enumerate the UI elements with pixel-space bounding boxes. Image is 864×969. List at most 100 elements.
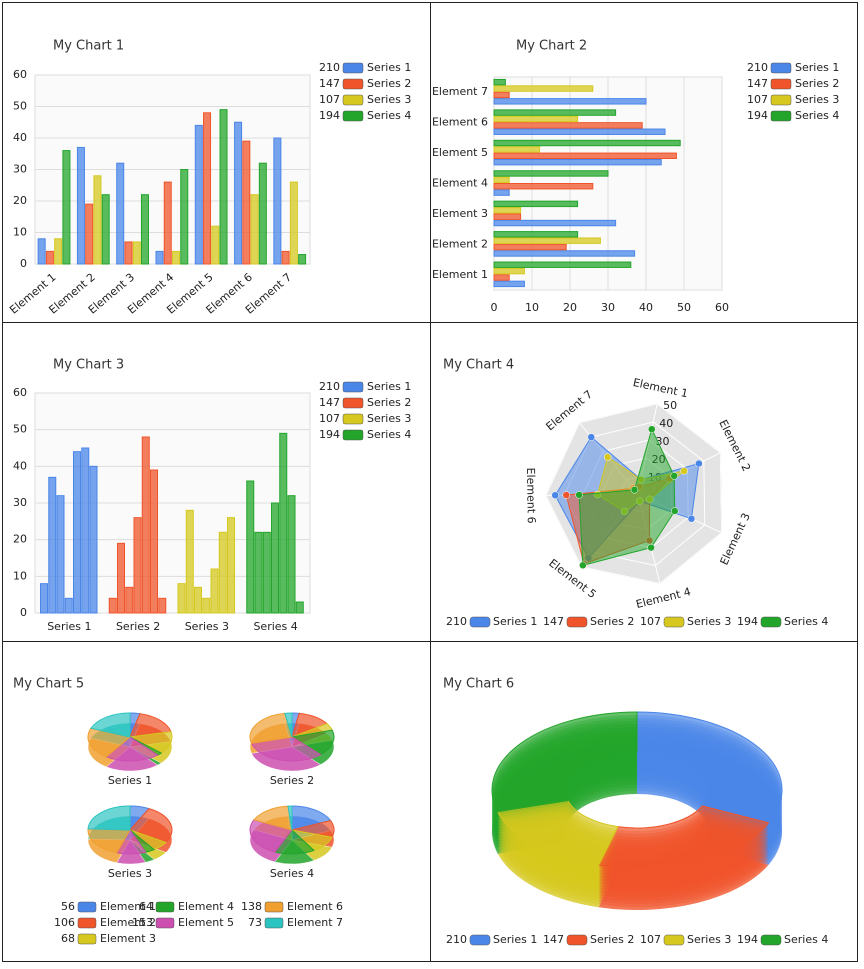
radar-area xyxy=(578,427,676,566)
legend-swatch xyxy=(264,917,284,929)
legend-swatch xyxy=(760,934,782,946)
legend-value: 107 xyxy=(747,93,768,106)
y-tick-label: 40 xyxy=(13,131,27,144)
bar xyxy=(493,128,666,135)
y-tick-label: Element 4 xyxy=(432,177,488,190)
bar xyxy=(493,115,579,123)
bar xyxy=(493,91,510,99)
bar xyxy=(124,241,133,265)
legend-swatch xyxy=(770,94,792,106)
y-tick-label: 60 xyxy=(13,68,27,81)
y-tick-label: 20 xyxy=(13,533,27,546)
pie-slice xyxy=(249,819,293,853)
legend-value: 107 xyxy=(319,412,340,425)
legend-value: 147 xyxy=(543,615,564,628)
category-label: Element 3 xyxy=(718,511,753,567)
radar-point xyxy=(680,467,688,475)
y-tick-label: 0 xyxy=(20,257,27,270)
y-tick-label: 30 xyxy=(13,163,27,176)
radar-point xyxy=(562,491,570,499)
x-tick-label: 30 xyxy=(601,301,615,314)
y-tick-label: 30 xyxy=(13,496,27,509)
legend-value: 210 xyxy=(747,61,768,74)
legend-label: Series 4 xyxy=(367,109,411,122)
legend-label: Series 2 xyxy=(367,396,411,409)
bar xyxy=(116,162,125,265)
legend-label: Series 1 xyxy=(367,380,411,393)
x-tick-label: Series 1 xyxy=(47,620,91,633)
y-tick-label: 0 xyxy=(20,606,27,619)
bar xyxy=(493,122,643,129)
legend-label: Series 4 xyxy=(784,615,828,628)
bar xyxy=(117,542,126,614)
legend-value: 194 xyxy=(319,109,340,122)
bar xyxy=(150,469,159,614)
y-tick-label: 20 xyxy=(13,194,27,207)
bar xyxy=(45,250,54,265)
bar xyxy=(101,194,110,265)
grid-ring xyxy=(545,403,722,584)
x-tick-label: 20 xyxy=(563,301,577,314)
bar xyxy=(493,78,506,86)
legend-label: Series 1 xyxy=(493,615,537,628)
x-tick-label: Series 3 xyxy=(185,620,229,633)
legend-swatch xyxy=(342,110,364,122)
doughnut-side xyxy=(497,836,618,902)
pie-label: Series 4 xyxy=(270,867,314,880)
chart-title: My Chart 4 xyxy=(443,358,514,373)
y-tick-label: Element 5 xyxy=(432,146,488,159)
y-tick-label: Element 2 xyxy=(432,237,488,250)
bar xyxy=(93,175,102,265)
bar xyxy=(493,237,601,244)
bar xyxy=(262,531,271,614)
legend-label: Element 2 xyxy=(100,916,156,929)
bar xyxy=(493,146,541,153)
radar-point xyxy=(579,561,587,570)
bar xyxy=(493,85,594,92)
bar xyxy=(76,146,85,265)
bar xyxy=(108,597,117,614)
legend-swatch xyxy=(77,901,97,913)
chart-panel: My Chart 2 0 10 20 30 40 50 60 Element 1 Element … xyxy=(432,39,839,315)
y-tick-label: Element 6 xyxy=(432,116,488,129)
bar xyxy=(194,586,203,614)
doughnut-side xyxy=(497,839,618,905)
bar xyxy=(172,250,181,265)
doughnut-side xyxy=(598,847,769,910)
chart-title: My Chart 6 xyxy=(443,677,514,692)
pie-slice xyxy=(129,713,172,738)
legend-value: 210 xyxy=(446,933,467,946)
bar xyxy=(242,140,251,265)
y-tick-label: 50 xyxy=(13,423,27,436)
bar xyxy=(73,451,82,614)
legend-label: Series 4 xyxy=(784,933,828,946)
legend-value: 107 xyxy=(640,933,661,946)
legend-swatch xyxy=(770,78,792,90)
chart-title: My Chart 2 xyxy=(516,39,587,54)
category-label: Element 2 xyxy=(716,418,753,474)
legend-swatch xyxy=(770,62,792,74)
bar xyxy=(158,597,167,614)
legend-swatch xyxy=(342,429,364,441)
y-tick-label: 50 xyxy=(13,100,27,113)
x-tick-label: Series 2 xyxy=(116,620,160,633)
legend-value: 138 xyxy=(241,900,262,913)
pie-slice xyxy=(87,727,132,758)
legend-value: 210 xyxy=(446,615,467,628)
legend-value: 107 xyxy=(640,615,661,628)
pie-slice xyxy=(87,828,131,854)
bar xyxy=(219,109,228,265)
legend-value: 194 xyxy=(747,109,768,122)
legend-label: Series 2 xyxy=(795,77,839,90)
legend-swatch xyxy=(770,110,792,122)
bar xyxy=(273,137,282,265)
x-tick-label: 0 xyxy=(491,301,498,314)
x-tick-label: 10 xyxy=(525,301,539,314)
bar xyxy=(62,150,71,265)
pie-label: Series 1 xyxy=(108,774,152,787)
bar xyxy=(141,436,150,614)
pie-slice xyxy=(291,805,332,831)
bar xyxy=(180,169,189,265)
